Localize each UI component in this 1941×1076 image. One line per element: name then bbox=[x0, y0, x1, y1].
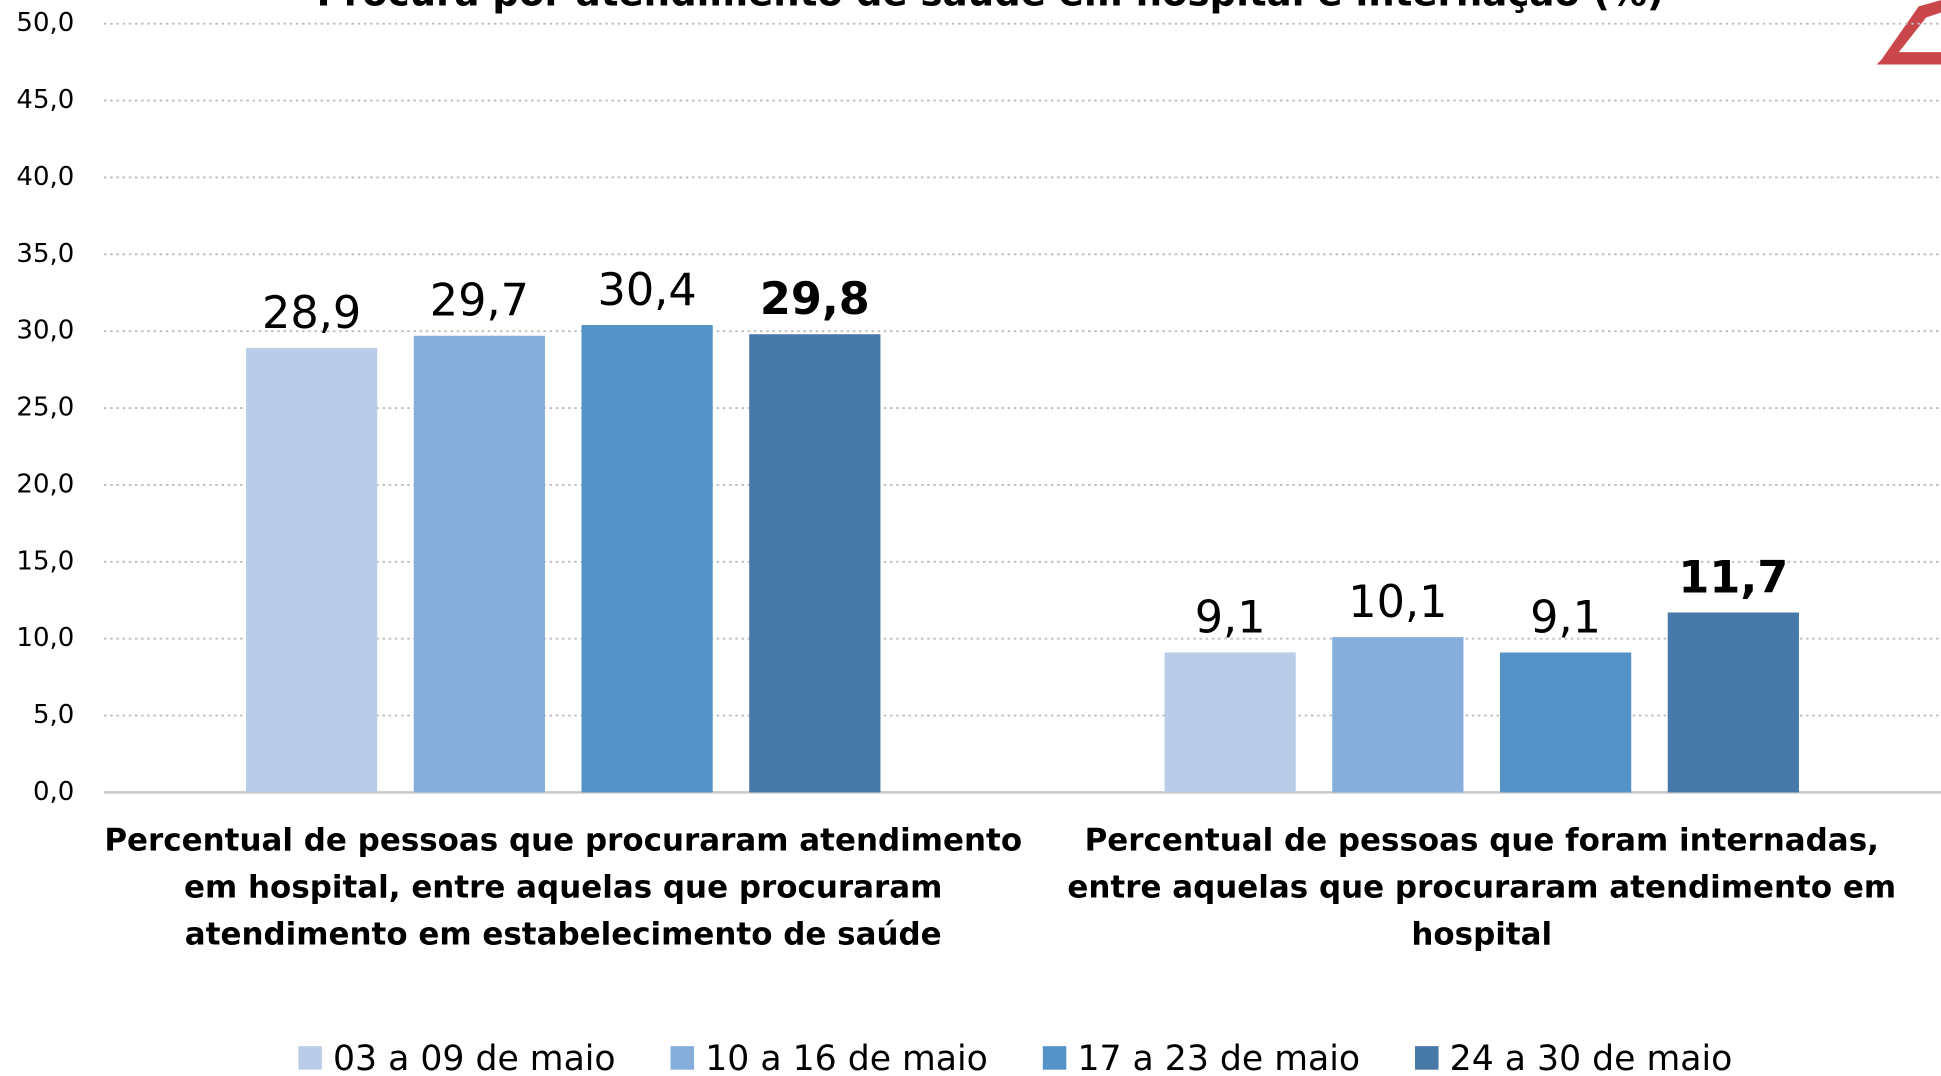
bar bbox=[1667, 612, 1799, 793]
bar bbox=[749, 334, 881, 793]
legend-swatch bbox=[298, 1046, 322, 1070]
legend-swatch bbox=[670, 1046, 695, 1070]
bar bbox=[246, 348, 378, 793]
legend-label: 10 a 16 de maio bbox=[705, 1039, 988, 1076]
y-tick-label: 45,0 bbox=[16, 85, 74, 115]
y-tick-label: 35,0 bbox=[16, 239, 74, 269]
y-tick-label: 25,0 bbox=[16, 393, 74, 423]
value-label: 9,1 bbox=[1195, 591, 1266, 643]
bar bbox=[1332, 637, 1464, 793]
value-label: 9,1 bbox=[1530, 591, 1601, 643]
value-label: 30,4 bbox=[598, 264, 697, 316]
y-tick-label: 40,0 bbox=[16, 162, 74, 192]
bar bbox=[413, 335, 545, 793]
x-tick-label: Percentual de pessoas que foram internad… bbox=[1067, 822, 1897, 953]
bar bbox=[1164, 652, 1296, 793]
y-tick-label: 10,0 bbox=[16, 623, 74, 653]
y-tick-label: 50,0 bbox=[16, 8, 74, 38]
bar bbox=[581, 325, 713, 793]
legend-label: 03 a 09 de maio bbox=[333, 1039, 616, 1076]
value-label: 11,7 bbox=[1678, 551, 1788, 603]
logo bbox=[1876, 0, 1941, 65]
value-label: 10,1 bbox=[1348, 576, 1447, 628]
legend-label: 24 a 30 de maio bbox=[1450, 1039, 1733, 1076]
y-tick-label: 15,0 bbox=[16, 546, 74, 576]
x-tick-label-box: Percentual de pessoas que foram internad… bbox=[1067, 822, 1897, 953]
legend-swatch bbox=[1415, 1046, 1439, 1070]
y-tick-label: 20,0 bbox=[16, 469, 74, 499]
value-label: 29,8 bbox=[760, 273, 870, 325]
chart-title: Procura por atendimento de saúde em hosp… bbox=[317, 0, 1664, 15]
x-tick-label-box: Percentual de pessoas que procuraram ate… bbox=[104, 822, 1023, 953]
y-tick-label: 30,0 bbox=[16, 316, 74, 346]
x-tick-label: Percentual de pessoas que procuraram ate… bbox=[104, 822, 1023, 953]
legend-swatch bbox=[1042, 1046, 1067, 1070]
bar bbox=[1500, 652, 1632, 793]
y-tick-label: 0,0 bbox=[33, 777, 74, 807]
y-tick-label: 5,0 bbox=[33, 700, 74, 730]
legend-label: 17 a 23 de maio bbox=[1077, 1039, 1360, 1076]
value-label: 28,9 bbox=[262, 287, 361, 339]
value-label: 29,7 bbox=[430, 275, 529, 327]
